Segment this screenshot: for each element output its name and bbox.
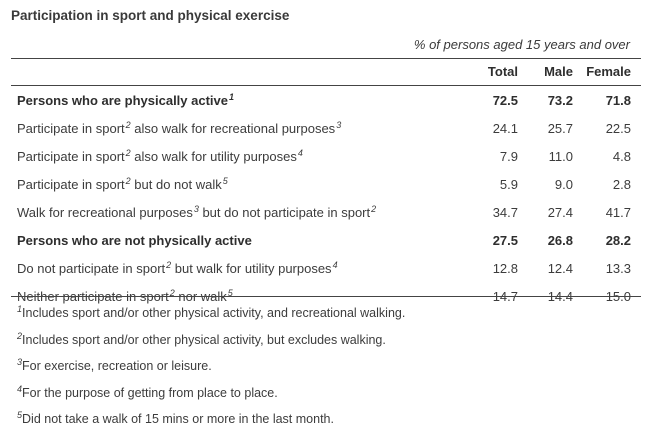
- footnote-ref: 3: [336, 120, 342, 130]
- table-row: Do not participate in sport2 but walk fo…: [11, 254, 641, 282]
- row-label: Participate in sport2 also walk for util…: [11, 142, 463, 170]
- cell-male: 25.7: [547, 121, 573, 136]
- footnote: 4For the purpose of getting from place t…: [17, 380, 405, 407]
- footnote-ref: 2: [166, 260, 172, 270]
- row-label-text: but do not participate in sport: [198, 205, 371, 220]
- footnote-number: 2: [17, 330, 23, 341]
- row-label-text: Walk for recreational purposes: [17, 205, 193, 220]
- cell-female: 2.8: [612, 177, 631, 192]
- footnote: 2Includes sport and/or other physical ac…: [17, 327, 405, 354]
- row-label-text: but do not walk: [130, 177, 222, 192]
- cell-female: 28.2: [605, 233, 631, 248]
- row-label-text: Participate in sport: [17, 149, 125, 164]
- cell-female: 71.8: [605, 93, 631, 108]
- cell-male: 27.4: [547, 205, 573, 220]
- footnote: 3For exercise, recreation or leisure.: [17, 353, 405, 380]
- footnote-ref: 5: [222, 176, 228, 186]
- table-title: Participation in sport and physical exer…: [11, 8, 290, 23]
- footnote-text: For the purpose of getting from place to…: [22, 385, 278, 400]
- footnote-number: 3: [17, 357, 23, 367]
- row-label: Walk for recreational purposes3 but do n…: [11, 198, 463, 226]
- footnote-ref: 2: [169, 288, 175, 298]
- footnote-number: 4: [17, 383, 23, 394]
- cell-male: 11.0: [548, 149, 573, 164]
- table-body: Persons who are physically active1 72.5 73…: [11, 86, 641, 311]
- table-subtitle: % of persons aged 15 years and over: [413, 37, 630, 52]
- footnote-text: For exercise, recreation or leisure.: [22, 359, 212, 373]
- footnote-number: 5: [17, 410, 23, 420]
- header-male: Male: [544, 64, 573, 79]
- row-label: Do not participate in sport2 but walk fo…: [11, 254, 463, 282]
- footnote-ref: 2: [125, 176, 131, 186]
- row-label: Participate in sport2 also walk for recr…: [11, 114, 463, 142]
- row-label-text: Participate in sport: [17, 177, 125, 192]
- cell-female: 4.8: [612, 149, 631, 164]
- cell-total: 27.5: [492, 233, 518, 248]
- footnote-text: Includes sport and/or other physical act…: [22, 306, 406, 320]
- footnote-ref: 1: [229, 92, 235, 102]
- table-row: Participate in sport2 also walk for recr…: [11, 114, 641, 142]
- table-row: Participate in sport2 but do not walk5 5.…: [11, 170, 641, 198]
- cell-female: 13.3: [605, 261, 631, 276]
- header-label: [11, 59, 463, 86]
- cell-total: 72.5: [492, 93, 518, 108]
- cell-total: 34.7: [492, 205, 518, 220]
- table-row: Walk for recreational purposes3 but do n…: [11, 198, 641, 226]
- row-label-text: but walk for utility purposes: [171, 261, 332, 276]
- footnotes: 1Includes sport and/or other physical ac…: [17, 300, 405, 433]
- row-label-text: Persons who are not physically active: [17, 233, 252, 248]
- footnote-ref: 3: [193, 204, 199, 214]
- table-row: Persons who are physically active1 72.5 73…: [11, 86, 641, 115]
- data-table: Total Male Female Persons who are physic…: [11, 59, 641, 310]
- row-label-text: also walk for utility purposes: [130, 149, 297, 164]
- footnote-text: Did not take a walk of 15 mins or more i…: [22, 412, 334, 426]
- header-row: Total Male Female: [11, 59, 641, 86]
- cell-male: 73.2: [547, 93, 573, 108]
- cell-male: 9.0: [554, 177, 573, 192]
- cell-female: 22.5: [605, 121, 631, 136]
- cell-total: 24.1: [492, 121, 518, 136]
- row-label: Persons who are physically active1: [11, 86, 463, 115]
- footnote-ref: 2: [125, 120, 131, 130]
- footnote-text: Includes sport and/or other physical act…: [22, 332, 386, 347]
- table-row: Persons who are not physically active 27.…: [11, 226, 641, 254]
- top-rule: [11, 58, 641, 59]
- cell-total: 12.8: [492, 261, 518, 276]
- footnote-ref: 5: [227, 288, 233, 298]
- footnote: 5Did not take a walk of 15 mins or more …: [17, 406, 405, 433]
- footnote-ref: 2: [371, 204, 377, 214]
- footnote: 1Includes sport and/or other physical ac…: [17, 300, 405, 327]
- cell-total: 5.9: [499, 177, 518, 192]
- cell-female: 41.7: [605, 205, 631, 220]
- footnote-ref: 4: [332, 260, 338, 270]
- footnote-number: 1: [17, 304, 23, 314]
- row-label-text: Persons who are physically active: [17, 93, 228, 108]
- row-label-text: Participate in sport: [17, 121, 125, 136]
- header-female: Female: [586, 64, 631, 79]
- footnote-ref: 2: [125, 148, 131, 158]
- footnote-ref: 4: [297, 148, 303, 158]
- bottom-rule: [11, 296, 641, 297]
- row-label-text: also walk for recreational purposes: [130, 121, 336, 136]
- row-label: Participate in sport2 but do not walk5: [11, 170, 463, 198]
- row-label-text: Do not participate in sport: [17, 261, 166, 276]
- header-total: Total: [487, 64, 518, 79]
- cell-male: 12.4: [547, 261, 573, 276]
- table-row: Participate in sport2 also walk for util…: [11, 142, 641, 170]
- cell-total: 7.9: [499, 149, 518, 164]
- cell-male: 26.8: [547, 233, 573, 248]
- row-label: Persons who are not physically active: [11, 226, 463, 254]
